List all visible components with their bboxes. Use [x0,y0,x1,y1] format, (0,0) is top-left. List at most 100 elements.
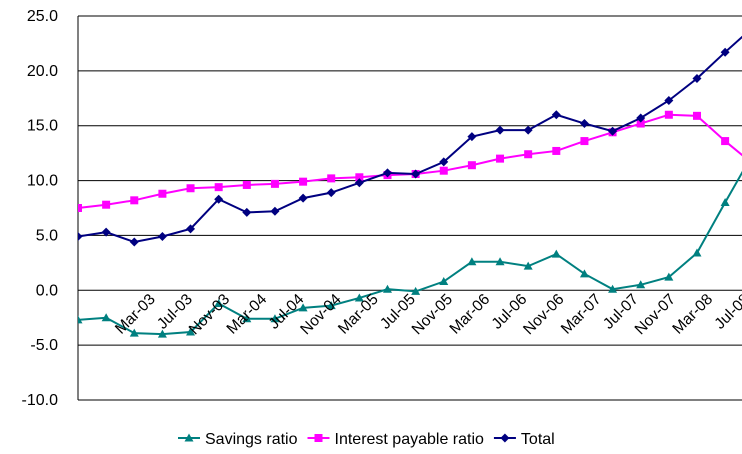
data-point [721,137,730,146]
x-tick-label: Nov-06 [520,291,567,338]
data-point [608,284,618,293]
data-point [78,232,83,242]
x-tick-label: Nov-05 [409,291,456,338]
data-point [664,95,674,105]
data-point [495,257,505,266]
series-line [78,113,742,209]
data-point [551,110,561,120]
data-point [664,110,673,119]
data-point [411,169,421,179]
data-point [326,188,336,198]
data-point [270,314,280,323]
data-point [608,126,618,136]
data-point [298,193,308,203]
series-total [78,35,742,247]
data-point [579,119,589,129]
data-point [439,166,448,175]
data-point [326,301,336,310]
series-savings-ratio [78,170,742,338]
legend-label: Total [521,431,555,448]
data-point [129,237,139,247]
x-axis: Mar-03Jul-03Nov-03Mar-04Jul-04Nov-04Mar-… [112,291,742,339]
y-tick-label: 15.0 [27,118,58,135]
y-tick-label: -10.0 [22,392,59,409]
data-point [327,174,336,183]
data-point [270,179,279,188]
data-point [636,280,646,289]
legend-marker [500,433,510,443]
x-tick-label: Mar-03 [112,291,159,338]
data-point [496,154,505,163]
data-point [523,125,533,135]
x-tick-label: Nov-04 [297,291,345,339]
series-layer [78,35,742,338]
x-tick-label: Nov-07 [632,291,679,338]
data-point [101,313,111,322]
data-point [382,284,392,293]
data-point [382,168,392,178]
data-point [78,204,82,212]
data-point [102,200,111,209]
data-point [692,248,702,257]
legend-item: Savings ratio [178,431,298,448]
data-point [467,257,477,266]
y-tick-label: 10.0 [27,173,58,190]
x-tick-label: Nov-03 [186,291,233,338]
data-point [524,150,533,159]
data-point [157,232,167,242]
data-point [158,189,167,198]
x-tick-label: Mar-06 [447,291,494,338]
y-axis: -10.0 -5.0 0.0 5.0 10.0 15.0 20.0 25.0 [22,8,79,409]
y-tick-label: 0.0 [36,282,58,299]
data-point [355,173,364,182]
data-point [270,206,280,216]
data-point [551,249,561,258]
legend-item: Interest payable ratio [307,431,485,448]
y-tick-label: -5.0 [30,337,58,354]
data-point [186,184,195,193]
x-tick-label: Mar-08 [669,291,716,338]
legend-label: Interest payable ratio [335,431,485,448]
data-point [242,314,252,323]
data-point [439,277,449,286]
data-point [157,329,167,338]
legend-marker [314,434,323,442]
data-point [242,180,251,189]
data-point [495,125,505,135]
data-point [354,178,364,188]
data-point [78,315,83,324]
data-point [552,146,561,155]
gridlines [78,15,742,401]
data-point [129,328,139,337]
data-point [411,286,421,295]
data-point [636,119,645,128]
data-point [439,157,449,167]
data-point [298,303,308,312]
data-point [214,183,223,192]
data-point [354,293,364,302]
y-tick-label: 5.0 [36,227,58,244]
data-point [720,198,730,207]
data-point [692,74,702,84]
data-point [467,161,476,170]
data-point [580,137,589,146]
data-point [692,111,701,120]
data-point [664,272,674,281]
data-point [214,194,224,204]
x-tick-label: Mar-04 [224,291,271,338]
legend-label: Savings ratio [205,431,298,448]
data-point [720,47,730,57]
series-line [78,35,742,244]
x-tick-label: Mar-07 [558,291,605,338]
legend-marker [184,433,194,442]
data-point [186,224,196,234]
data-point [467,132,477,142]
legend-item: Total [493,431,555,448]
data-point [130,196,139,205]
y-tick-label: 25.0 [27,8,58,25]
data-point [523,261,533,270]
data-point [242,207,252,217]
data-point [101,227,111,237]
data-point [186,327,196,336]
